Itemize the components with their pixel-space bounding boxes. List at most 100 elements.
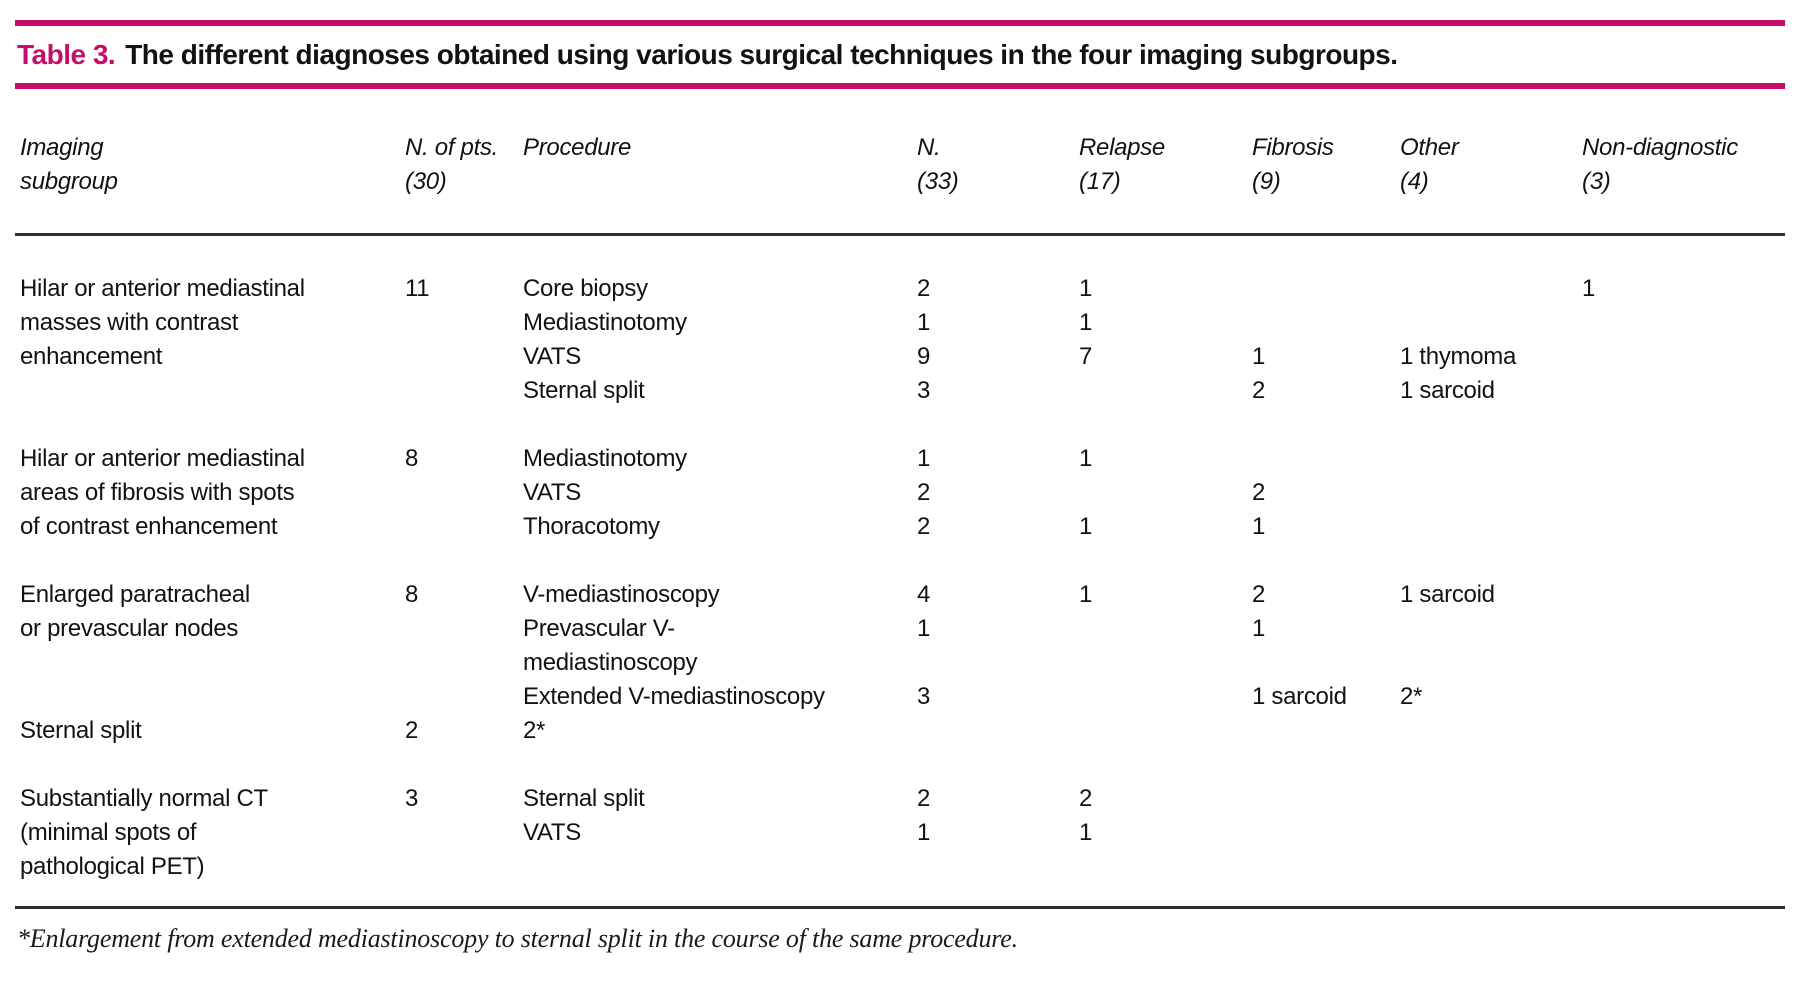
procedure-cell-line: VATS: [523, 819, 581, 846]
procedure-cell-line: Sternal split: [523, 785, 645, 812]
procedure-cell-line: Prevascular V-: [523, 615, 675, 642]
relapse-cell-line: 1: [1079, 445, 1093, 472]
subgroup-cell-line: or prevascular nodes: [20, 615, 239, 642]
col-nondiagnostic: [1582, 442, 1782, 544]
fibrosis-cell-line: [1252, 646, 1400, 680]
col-nondiagnostic: [1582, 782, 1782, 884]
header-line: Imaging: [20, 134, 104, 161]
header-line: (9): [1252, 168, 1281, 195]
procedure-cell-line: mediastinoscopy: [523, 649, 698, 676]
pts-cell-line: [405, 646, 523, 680]
footnote-divider-rule: [15, 906, 1785, 909]
nondiagnostic-cell-line: [1582, 442, 1782, 476]
subgroup-cell-line: (minimal spots of: [20, 819, 197, 846]
pts-cell-line: [405, 680, 523, 714]
relapse-cell-line: 7: [1079, 343, 1093, 370]
fibrosis-cell-line: [1252, 272, 1400, 306]
pts-cell-line: 8: [405, 581, 419, 608]
other-cell-line: [1400, 306, 1582, 340]
nondiagnostic-cell-line: [1582, 578, 1782, 612]
subgroup-block: Hilar or anterior mediastinal areas of fi…: [20, 442, 1785, 544]
subgroup-cell-line: Substantially normal CT: [20, 785, 268, 812]
pts-cell-line: 11: [405, 275, 430, 302]
n-cell-line: [917, 850, 1079, 884]
col-fibrosis: [1252, 782, 1400, 884]
fibrosis-cell-line: [1252, 816, 1400, 850]
header-line: Relapse: [1079, 134, 1165, 161]
pts-cell-line: [405, 850, 523, 884]
header-line: subgroup: [20, 168, 118, 195]
header-line: (33): [917, 168, 959, 195]
col-other: [1400, 442, 1582, 544]
procedure-cell-line: VATS: [523, 479, 581, 506]
nondiagnostic-cell-line: 1: [1582, 275, 1596, 302]
n-cell-line: 1: [917, 615, 931, 642]
fibrosis-cell-line: 2: [1252, 581, 1266, 608]
column-header-non-diagnostic: Non-diagnostic (3): [1582, 131, 1782, 199]
procedure-cell-line: Mediastinotomy: [523, 309, 687, 336]
procedure-cell-line: VATS: [523, 343, 581, 370]
n-cell-line: 2: [917, 785, 931, 812]
header-line: (17): [1079, 168, 1121, 195]
nondiagnostic-cell-line: [1582, 340, 1782, 374]
pts-cell-line: [405, 816, 523, 850]
subgroup-cell-line: Hilar or anterior mediastinal: [20, 445, 305, 472]
other-cell-line: [1400, 612, 1582, 646]
column-header-n-33: N. (33): [917, 131, 1079, 199]
header-line: (3): [1582, 168, 1611, 195]
table-header-row: Imaging subgroup N. of pts. (30) Procedu…: [20, 131, 1785, 199]
relapse-cell-line: 1: [1079, 275, 1093, 302]
other-cell-line: [1400, 646, 1582, 680]
fibrosis-cell-line: 2: [1252, 377, 1266, 404]
n-cell-line: 2: [917, 479, 931, 506]
other-cell-line: [1400, 272, 1582, 306]
nondiagnostic-cell-line: [1582, 374, 1782, 408]
col-relapse: 1 1: [1079, 442, 1252, 544]
col-n: 1 2 2: [917, 442, 1079, 544]
header-line: Other: [1400, 134, 1459, 161]
subgroup-cell-line: Hilar or anterior mediastinal: [20, 275, 305, 302]
procedure-cell-line: Thoracotomy: [523, 513, 660, 540]
fibrosis-cell-line: [1252, 782, 1400, 816]
other-cell-line: 2*: [1400, 683, 1423, 710]
other-cell-line: [1400, 782, 1582, 816]
fibrosis-cell-line: 1: [1252, 615, 1266, 642]
col-pts: 8 2: [405, 578, 523, 748]
procedure-cell-line: Extended V-mediastinoscopy: [523, 683, 825, 710]
relapse-cell-line: 2: [1079, 785, 1093, 812]
procedure-cell-line: V-mediastinoscopy: [523, 581, 720, 608]
col-relapse: 1: [1079, 578, 1252, 748]
other-cell-line: [1400, 442, 1582, 476]
pts-cell-line: [405, 374, 523, 408]
other-cell-line: [1400, 714, 1582, 748]
relapse-cell-line: [1079, 680, 1252, 714]
n-cell-line: [917, 714, 1079, 748]
fibrosis-cell-line: 1: [1252, 513, 1266, 540]
fibrosis-cell-line: 1: [1252, 343, 1266, 370]
nondiagnostic-cell-line: [1582, 816, 1782, 850]
relapse-cell-line: [1079, 714, 1252, 748]
pts-cell-line: [405, 510, 523, 544]
subgroup-cell-line: [20, 680, 405, 714]
col-nondiagnostic: [1582, 578, 1782, 748]
nondiagnostic-cell-line: [1582, 306, 1782, 340]
table-caption: The different diagnoses obtained using v…: [125, 39, 1398, 70]
subgroup-cell-line: enhancement: [20, 343, 163, 370]
col-procedure: Mediastinotomy VATS Thoracotomy: [523, 442, 917, 544]
procedure-cell-line: Mediastinotomy: [523, 445, 687, 472]
relapse-cell-line: [1079, 850, 1252, 884]
other-cell-line: 1 sarcoid: [1400, 581, 1495, 608]
nondiagnostic-cell-line: [1582, 680, 1782, 714]
n-cell-line: [917, 646, 1079, 680]
col-nondiagnostic: 1: [1582, 272, 1782, 408]
column-header-other: Other (4): [1400, 131, 1582, 199]
column-header-relapse: Relapse (17): [1079, 131, 1252, 199]
fibrosis-cell-line: 1 sarcoid: [1252, 683, 1347, 710]
nondiagnostic-cell-line: [1582, 850, 1782, 884]
col-subgroup: Enlarged paratracheal or prevascular node…: [20, 578, 405, 748]
col-pts: 3: [405, 782, 523, 884]
relapse-cell-line: 1: [1079, 309, 1093, 336]
subgroup-cell-line: masses with contrast: [20, 309, 239, 336]
other-cell-line: [1400, 476, 1582, 510]
